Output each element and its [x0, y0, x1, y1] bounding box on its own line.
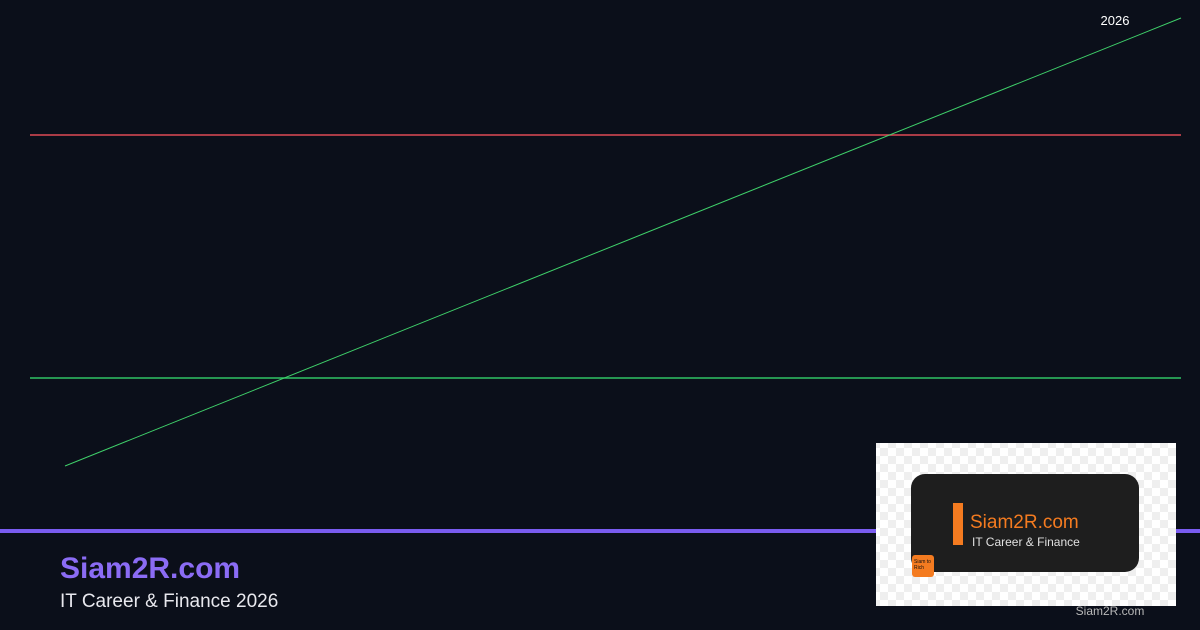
logo-card [911, 474, 1139, 572]
brand-title: Siam2R.com [60, 552, 240, 585]
logo-badge [912, 555, 934, 577]
logo-title: Siam2R.com [970, 512, 1079, 533]
logo-badge-box: Siam to Rich [914, 559, 931, 571]
chart-label: 2026 [1101, 13, 1130, 28]
logo-subtitle: IT Career & Finance [972, 535, 1080, 549]
logo-watermark: Siam2R.com [1076, 604, 1145, 618]
trend-line [64, 17, 1182, 467]
logo: Siam2R.com IT Career & Finance Siam to R… [876, 443, 1176, 618]
divider [0, 529, 1200, 533]
logo-badge-text: Siam to Rich [914, 559, 931, 571]
brand-subtitle: IT Career & Finance 2026 [60, 591, 278, 612]
logo-bar [953, 503, 963, 545]
